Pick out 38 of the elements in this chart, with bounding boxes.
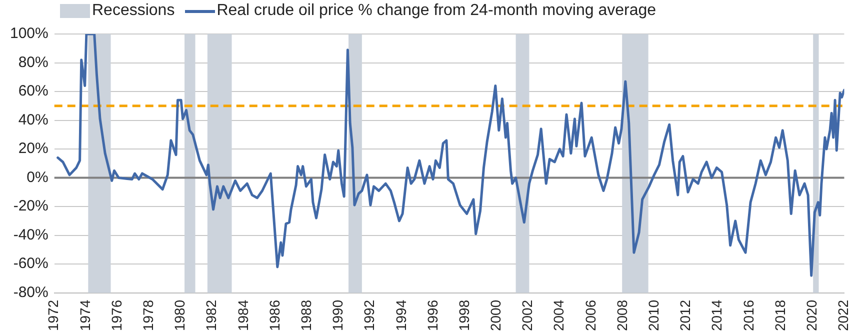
y-tick-label: 100% [10,25,48,42]
y-tick-label: -80% [13,284,48,301]
x-tick-label: 1988 [298,300,314,332]
y-tick-label: -60% [13,255,48,272]
legend-label: Recessions [92,2,175,20]
x-tick-label: 2010 [646,300,662,332]
x-tick-label: 1974 [76,300,93,332]
x-tick-label: 2020 [803,300,820,332]
x-tick-label: 1992 [361,300,378,332]
x-tick-label: 1986 [266,300,282,332]
y-tick-label: -40% [13,226,48,244]
x-tick-label: 2012 [677,300,694,332]
y-tick-label: 0% [26,168,48,186]
y-tick-label: 60% [18,82,48,100]
x-tick-label: 1996 [424,300,440,332]
x-tick-label: 1972 [45,300,62,332]
y-tick-label: 80% [18,54,48,71]
x-tick-label: 1980 [172,300,188,332]
x-tick-label: 2014 [708,300,725,332]
y-tick-label: 20% [18,140,48,158]
x-tick-label: 2018 [772,300,788,332]
x-tick-label: 1990 [330,300,346,332]
x-tick-label: 2008 [614,300,630,332]
x-tick-label: 1994 [392,300,409,332]
x-tick-label: 1998 [456,300,472,332]
x-tick-label: 1982 [203,300,220,332]
y-tick-label: -20% [13,198,48,215]
x-tick-label: 2000 [488,300,504,332]
x-tick-label: 2016 [740,300,756,332]
x-tick-label: 1978 [140,300,156,332]
x-tick-label: 1976 [108,300,124,332]
legend-label: Real crude oil price % change from 24-month moving average [216,2,656,20]
x-tick-label: 2022 [835,300,852,332]
x-tick-label: 2002 [519,300,536,332]
x-tick-label: 2006 [582,300,598,332]
y-tick-label: 40% [18,111,48,128]
x-tick-label: 1984 [234,300,251,332]
x-tick-label: 2004 [550,300,567,332]
